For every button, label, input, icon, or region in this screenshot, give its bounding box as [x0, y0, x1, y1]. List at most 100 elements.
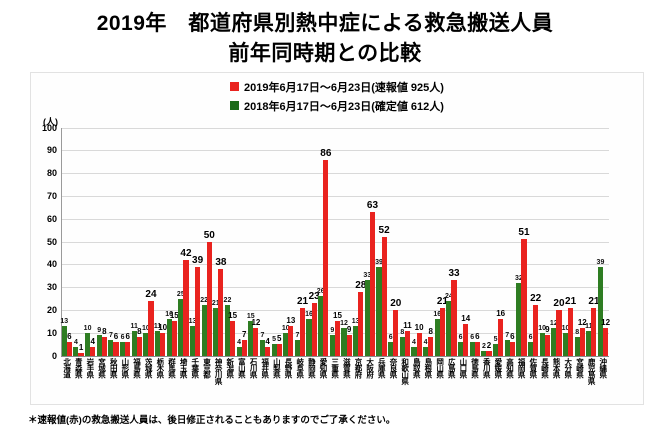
- bar-value-2018: 7: [295, 331, 300, 339]
- bar-2018: 4: [73, 339, 79, 356]
- bar-pair: 16 21: [433, 128, 448, 356]
- bar-value-2019: 12: [601, 318, 611, 328]
- bar-2019: 51: [518, 228, 530, 356]
- x-label: 静岡県: [307, 357, 317, 378]
- bar-value-2018: 2: [481, 343, 486, 351]
- prefecture-group: 39 52 兵庫県: [375, 128, 390, 402]
- bar-pair: 8 12: [574, 128, 587, 356]
- bar-2019: 33: [448, 269, 460, 356]
- prefecture-group: 15 12 石川県: [247, 128, 260, 402]
- bar-2018: 10: [142, 325, 150, 356]
- legend-swatch-red-icon: [230, 82, 240, 92]
- x-label: 東京都: [202, 357, 212, 378]
- bar-2019: 38: [215, 258, 226, 356]
- page-title: 2019年 都道府県別熱中症による救急搬送人員 前年同時期との比較: [0, 0, 650, 69]
- bar-value-2018: 10: [281, 324, 290, 332]
- bar-value-2018: 21: [211, 299, 220, 307]
- bar-pair: 6 14: [457, 128, 470, 356]
- bar-pair: 39 52: [375, 128, 390, 356]
- bar-2019: 12: [251, 319, 260, 356]
- prefecture-group: 6 6 山形県: [119, 128, 131, 402]
- bar-value-2018: 11: [130, 322, 138, 330]
- x-label: 徳島県: [470, 357, 480, 378]
- bar-2018: 6: [527, 334, 534, 356]
- x-label: 鹿児島県: [587, 357, 597, 384]
- bar-value-2018: 7: [108, 331, 113, 339]
- bar-value-2019: 86: [320, 147, 332, 159]
- bar-2019: 10: [158, 323, 167, 356]
- legend-label-2018: 2018年6月17日～6月23日(確定値 612人): [244, 100, 444, 113]
- bar-2018: 12: [340, 320, 348, 356]
- bar-value-2018: 4: [412, 338, 416, 346]
- bar-value-2018: 8: [400, 329, 405, 337]
- bar-2018: 2: [481, 343, 487, 356]
- x-label: 岩手県: [85, 357, 95, 378]
- y-axis-unit-label: (人): [43, 116, 58, 127]
- prefecture-group: 26 86 愛知県: [317, 128, 332, 402]
- bar-2019: 16: [496, 310, 505, 356]
- bar-value-2018: 4: [73, 338, 78, 346]
- y-axis-line: [61, 127, 62, 356]
- bar-value-2019: 33: [448, 268, 460, 280]
- x-label: 岡山県: [435, 357, 445, 378]
- prefecture-group: 11 21 鹿児島県: [585, 128, 599, 402]
- bar-value-2018: 13: [60, 318, 69, 325]
- bar-2019: 15: [170, 312, 179, 356]
- prefecture-group: 16 21 岡山県: [433, 128, 448, 402]
- bar-value-2018: 39: [596, 258, 605, 266]
- bar-2019: 23: [309, 292, 320, 356]
- grid-line-0: [61, 355, 609, 357]
- y-tick-0: 0: [51, 350, 57, 361]
- bar-value-2019: 4: [265, 336, 270, 346]
- x-label: 新潟県: [225, 357, 235, 378]
- bar-2018: 10: [562, 325, 569, 356]
- bar-value-2019: 6: [475, 331, 480, 341]
- bar-value-2018: 10: [141, 324, 150, 332]
- prefecture-group: 6 22 佐賀県: [527, 128, 541, 402]
- bar-2018: 11: [131, 323, 138, 356]
- bar-2019: 4: [90, 337, 96, 356]
- bar-pair: 22 50: [200, 128, 215, 356]
- y-axis: (人) 0 10 20 30 40 50 60 70 80 90 100: [35, 117, 61, 361]
- bar-2019: 15: [228, 312, 237, 356]
- x-label: 長野県: [284, 357, 294, 378]
- bar-pair: 4 10: [411, 128, 424, 356]
- bar-2019: 6: [113, 332, 119, 356]
- x-label: 京都府: [353, 357, 363, 378]
- x-label: 奈良県: [388, 357, 398, 378]
- bar-2019: 39: [192, 255, 203, 356]
- bar-pair: 16 15: [165, 128, 179, 356]
- prefecture-group: 21 38 神奈川県: [211, 128, 227, 402]
- prefecture-group: 8 12 宮崎県: [574, 128, 587, 402]
- x-label: 島根県: [423, 357, 433, 378]
- bar-2018: 39: [597, 259, 604, 356]
- bar-pair: 12 9: [340, 128, 353, 356]
- y-tick-40: 40: [46, 259, 57, 270]
- bar-value-2019: 63: [366, 200, 379, 211]
- bar-2018: 6: [469, 334, 475, 356]
- bar-2019: 52: [379, 226, 390, 356]
- y-tick-20: 20: [46, 305, 57, 316]
- bar-2019: 24: [145, 289, 157, 356]
- bar-2019: 7: [241, 330, 247, 356]
- bar-pair: 15 12: [247, 128, 260, 356]
- bar-pair: 26 86: [317, 128, 332, 356]
- bar-pair: 13 39: [189, 128, 203, 356]
- x-label: 富山県: [237, 357, 247, 378]
- prefecture-group: 8 11 和歌山県: [399, 128, 412, 402]
- x-label: 石川県: [249, 357, 259, 378]
- bar-value-2018: 10: [538, 324, 547, 332]
- x-label: 山梨県: [272, 357, 282, 378]
- y-tick-100: 100: [41, 122, 57, 133]
- bar-2018: 24: [445, 293, 453, 356]
- bar-2018: 6: [388, 334, 394, 356]
- x-label: 青森県: [74, 357, 84, 378]
- prefecture-group: 5 16 愛媛県: [492, 128, 505, 402]
- x-label: 香川県: [482, 357, 492, 378]
- prefecture-group: 10 4 岩手県: [84, 128, 96, 402]
- bar-2019: 22: [530, 294, 541, 356]
- grid-line-30: [61, 287, 609, 289]
